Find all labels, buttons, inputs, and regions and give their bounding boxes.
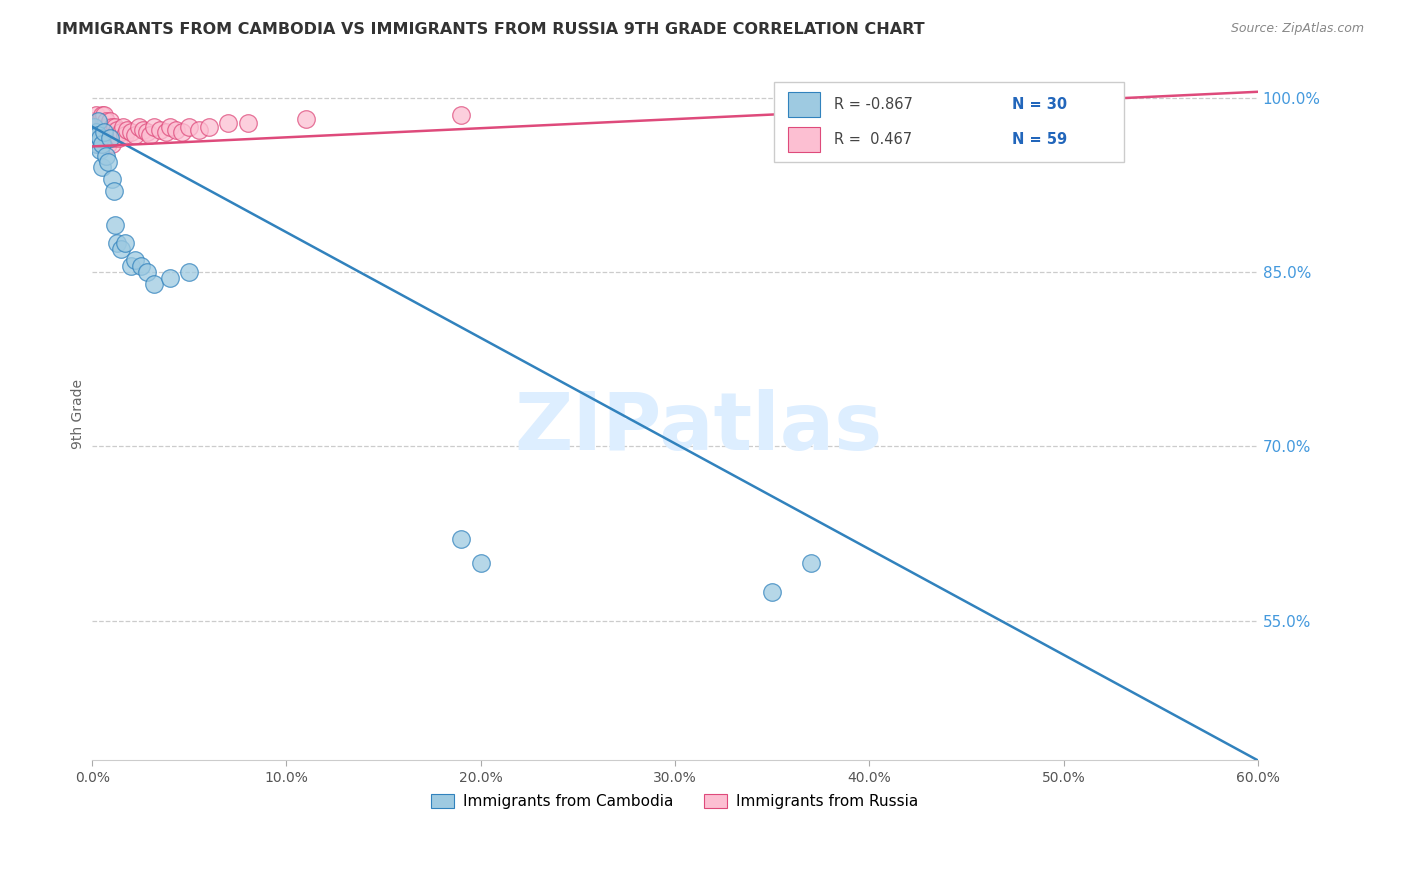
Point [89,143,111,157]
Point [90,161,112,175]
Point [97,120,120,134]
Y-axis label: 9th Grade: 9th Grade [72,379,86,450]
Point [143,277,166,291]
Point [90,137,112,152]
Point [165,123,187,137]
Point [217,116,239,130]
Point [93,120,115,134]
Point [83,126,105,140]
Point [143,120,166,134]
Point [104,128,127,142]
Point [149,123,172,137]
Point [89,120,111,134]
Point [129,259,152,273]
Point [97,126,120,140]
Point [110,242,132,256]
Point [135,126,157,140]
Point [104,120,127,134]
Point [110,126,132,140]
Point [83,120,105,134]
Point [100,137,122,152]
Point [104,219,127,233]
Point [159,120,181,134]
Point [100,172,122,186]
Point [761,584,783,599]
Point [93,137,115,152]
Point [107,123,129,137]
Point [179,120,201,134]
Point [87,137,110,152]
Point [90,108,112,122]
Point [139,128,162,142]
Point [84,137,107,152]
Point [94,131,117,145]
Point [114,128,136,142]
Point [103,184,125,198]
Point [100,120,122,134]
Point [131,123,153,137]
Point [236,116,259,130]
Text: Source: ZipAtlas.com: Source: ZipAtlas.com [1230,22,1364,36]
Point [87,126,110,140]
Point [120,259,142,273]
Point [94,113,117,128]
Point [470,556,492,570]
Point [800,556,823,570]
Point [83,113,105,128]
Point [89,131,111,145]
Point [135,265,157,279]
Point [450,108,472,122]
Point [197,120,219,134]
Point [84,131,107,145]
Text: IMMIGRANTS FROM CAMBODIA VS IMMIGRANTS FROM RUSSIA 9TH GRADE CORRELATION CHART: IMMIGRANTS FROM CAMBODIA VS IMMIGRANTS F… [56,22,925,37]
Point [295,112,318,126]
Point [120,126,142,140]
Point [98,126,121,140]
Point [84,126,107,140]
Text: ZIPatlas: ZIPatlas [515,389,883,467]
Point [93,126,115,140]
Point [112,120,135,134]
Point [124,128,146,142]
Point [89,113,111,128]
Point [87,113,110,128]
Point [115,123,138,137]
Point [103,131,125,145]
Point [100,126,122,140]
Point [98,131,121,145]
Point [179,265,201,279]
Point [89,131,111,145]
Point [108,131,131,145]
Point [94,149,117,163]
Point [90,120,112,134]
Point [124,253,146,268]
Point [94,120,117,134]
Point [90,137,112,152]
Point [97,154,120,169]
Point [450,533,472,547]
Point [98,113,121,128]
Point [98,131,121,145]
Legend: Immigrants from Cambodia, Immigrants from Russia: Immigrants from Cambodia, Immigrants fro… [425,788,925,815]
Point [84,108,107,122]
Point [84,120,107,134]
Point [159,270,181,285]
Point [90,126,112,140]
Point [93,108,115,122]
Point [93,126,115,140]
Point [114,235,136,250]
Point [128,120,150,134]
Point [87,120,110,134]
Point [170,126,193,140]
Point [188,123,211,137]
Point [87,128,110,142]
Point [97,137,120,152]
Point [107,235,129,250]
Point [155,126,177,140]
